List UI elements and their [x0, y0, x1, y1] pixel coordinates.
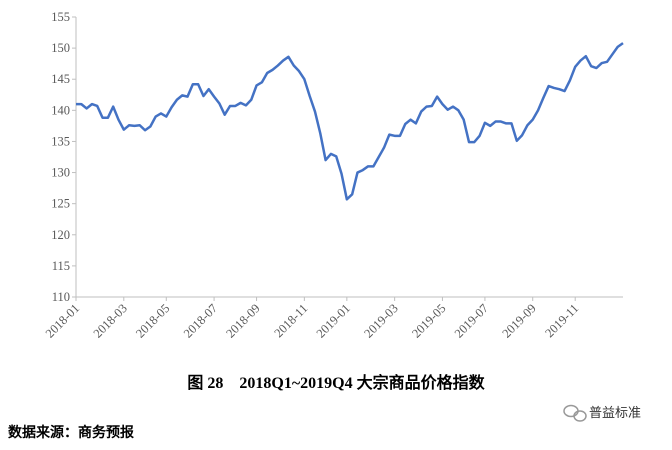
y-tick-label: 110: [52, 290, 70, 304]
chart-caption: 图 28 2018Q1~2019Q4 大宗商品价格指数: [187, 373, 485, 392]
watermark: 普益标准: [589, 406, 641, 421]
y-tick-label: 145: [51, 72, 70, 86]
x-tick-label: 2018-11: [271, 301, 310, 340]
source: 数据来源：商务预报: [8, 424, 134, 441]
x-tick-label: 2018-03: [91, 301, 130, 340]
y-tick-label: 150: [51, 41, 70, 55]
y-tick-label: 120: [51, 228, 70, 242]
y-tick-label: 140: [51, 103, 70, 117]
x-tick-label: 2018-05: [133, 301, 172, 340]
y-tick-label: 130: [51, 166, 70, 180]
x-tick-label: 2019-01: [314, 301, 353, 340]
x-tick-label: 2019-07: [452, 301, 491, 340]
y-tick-label: 115: [52, 259, 70, 273]
line: [76, 42, 624, 201]
x-tick-label: 2018-07: [181, 301, 220, 340]
x-tick-label: 2019-11: [542, 301, 581, 340]
y-tick-label: 135: [51, 134, 70, 148]
y-tick-label: 125: [51, 197, 70, 211]
x-tick-label: 2019-09: [499, 301, 538, 340]
x-tick-label: 2018-09: [223, 301, 262, 340]
x-tick-label: 2018-01: [43, 301, 82, 340]
x-tick-label: 2019-03: [361, 301, 400, 340]
y-tick-label: 155: [51, 10, 70, 24]
x-tick-label: 2019-05: [409, 301, 448, 340]
watermark-icon: [563, 404, 587, 422]
